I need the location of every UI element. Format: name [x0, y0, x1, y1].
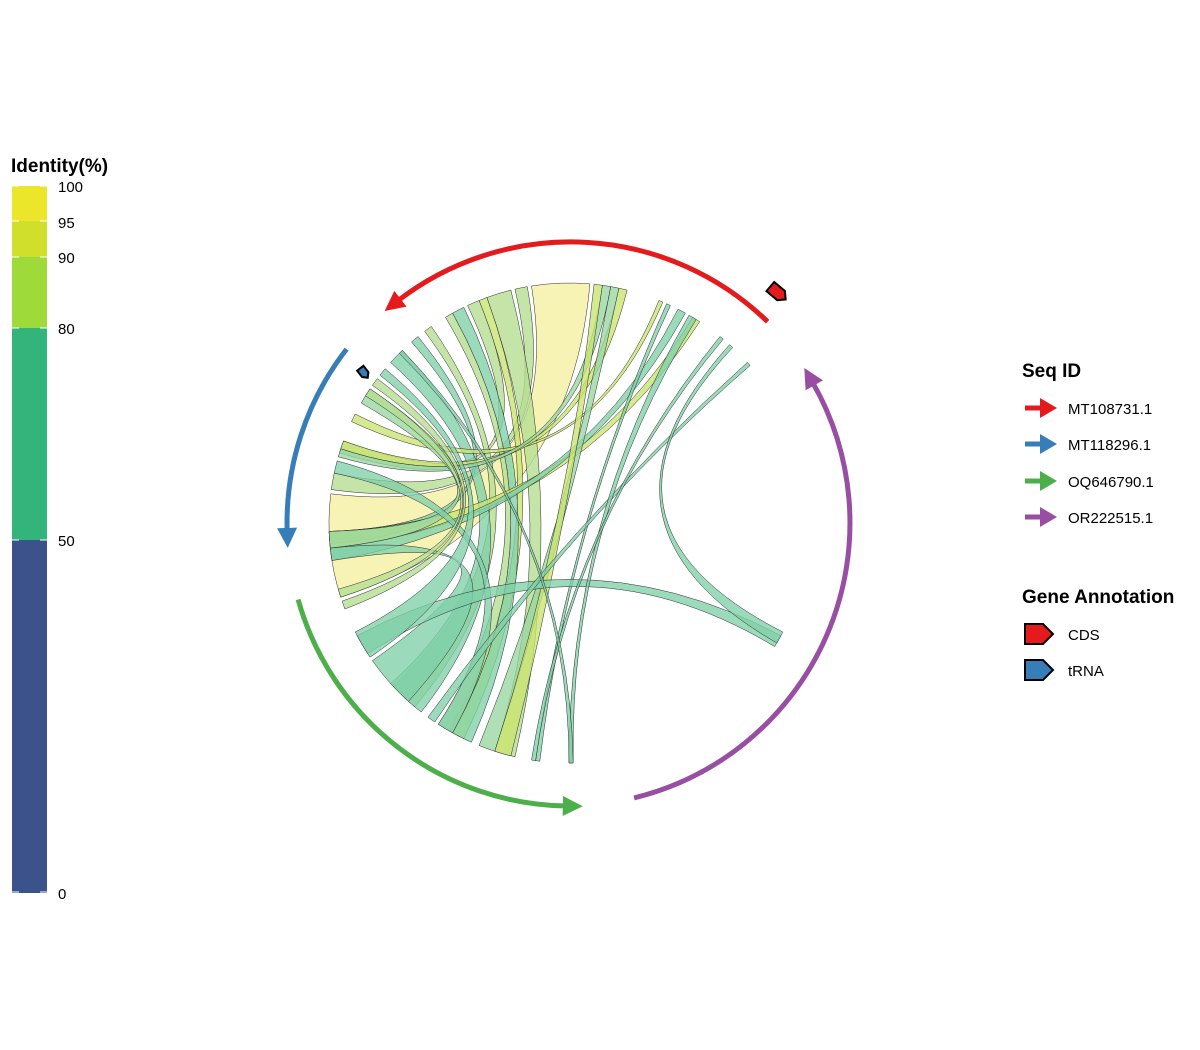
arrow-right-icon	[1040, 434, 1057, 454]
trna-gene-marker	[355, 364, 370, 379]
seq-legend-label: OR222515.1	[1068, 510, 1153, 527]
chord-link-21	[356, 579, 782, 655]
arrow-right-icon	[1040, 471, 1057, 491]
seq-legend-item-mt118296: MT118296.1	[1025, 434, 1151, 454]
gene-legend-item-trna: tRNA	[1024, 659, 1104, 681]
seq-legend-label: MT118296.1	[1068, 437, 1151, 454]
chord-link-13	[351, 300, 664, 454]
identity-tick-80: 80	[58, 321, 75, 338]
chord-link-26	[398, 350, 574, 764]
sequence-arc-mt118296	[277, 347, 349, 548]
links-layer	[328, 282, 784, 764]
chord-link-29	[337, 388, 463, 598]
identity-bin-80-90	[12, 257, 47, 328]
gene-shape-icon	[1024, 659, 1055, 681]
identity-tick-100: 100	[58, 179, 83, 196]
sequence-arc-mt108731	[384, 239, 770, 324]
chord-link-28	[341, 378, 466, 610]
seq-legend-label: OQ646790.1	[1068, 474, 1154, 491]
cds-gene-marker	[765, 280, 787, 302]
seq-id-legend-title: Seq ID	[1022, 361, 1081, 382]
gene-legend-label: tRNA	[1068, 663, 1104, 680]
chord-link-27	[354, 368, 474, 658]
gene-shape-icon	[1024, 623, 1055, 645]
chord-link-17	[494, 284, 603, 757]
seq-legend-item-oq646790: OQ646790.1	[1025, 471, 1154, 491]
gene-legend-label: CDS	[1068, 627, 1100, 644]
identity-tick-95: 95	[58, 215, 75, 232]
identity-tick-90: 90	[58, 250, 75, 267]
identity-tick-marks	[12, 185, 47, 893]
identity-legend-title: Identity(%)	[11, 156, 108, 177]
chord-link-15	[478, 286, 620, 752]
identity-tick-50: 50	[58, 533, 75, 550]
chord-link-23	[659, 344, 784, 644]
sequence-arc-or222515	[633, 368, 853, 801]
identity-bin-90-95	[12, 221, 47, 257]
seq-id-legend: Seq ID MT108731.1 MT118296.1 OQ646790.1 …	[1022, 361, 1154, 527]
seq-legend-item-mt108731: MT108731.1	[1025, 398, 1152, 418]
gene-legend-item-cds: CDS	[1024, 623, 1100, 645]
arrow-right-icon	[1040, 398, 1057, 418]
gene-annotation-legend-title: Gene Annotation	[1022, 587, 1174, 608]
identity-legend: Identity(%) 100 95 90 80 50 0	[11, 156, 108, 903]
seq-legend-label: MT108731.1	[1068, 401, 1152, 418]
sequence-arcs	[277, 239, 853, 816]
arrow-right-icon	[1040, 507, 1057, 527]
sequence-arc-oq646790	[295, 598, 583, 816]
identity-tick-0: 0	[58, 886, 66, 903]
identity-bin-95-100	[12, 186, 47, 221]
identity-bin-50-80	[12, 328, 47, 540]
chord-link-25	[531, 336, 724, 761]
seq-legend-item-or222515: OR222515.1	[1025, 507, 1153, 527]
identity-bin-0-50	[12, 540, 47, 893]
gene-annotation-legend: Gene Annotation CDS tRNA	[1022, 587, 1174, 681]
